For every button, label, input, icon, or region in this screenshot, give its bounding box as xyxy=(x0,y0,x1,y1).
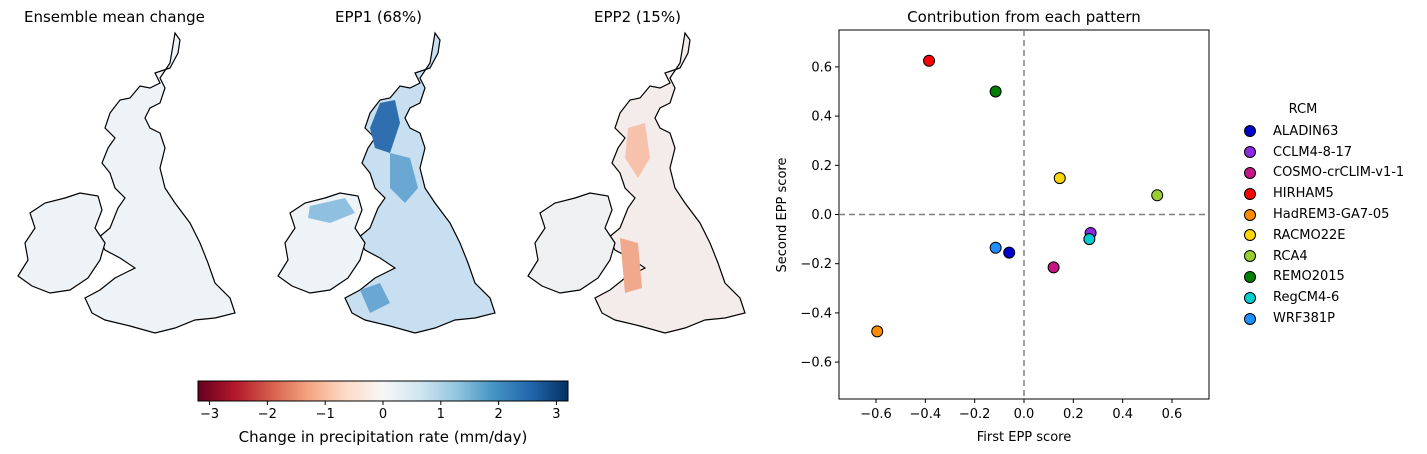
point-remo2015 xyxy=(989,85,1002,98)
legend-marker xyxy=(1244,250,1256,263)
colorbar-tick-label: 1 xyxy=(437,407,445,422)
legend-item: WRF381P xyxy=(1238,308,1404,329)
colorbar-tick-label: −3 xyxy=(200,407,219,422)
legend-marker xyxy=(1244,187,1256,200)
point-aladin63 xyxy=(1003,246,1016,259)
legend-label: CCLM4-8-17 xyxy=(1273,144,1353,160)
x-tick-label: −0.4 xyxy=(910,407,942,422)
legend-item: RegCM4-6 xyxy=(1238,287,1404,308)
legend-label: HIRHAM5 xyxy=(1273,186,1334,202)
x-tick-label: 0.2 xyxy=(1063,407,1084,422)
legend-item: CCLM4-8-17 xyxy=(1238,142,1404,163)
colorbar-tick-label: −1 xyxy=(316,407,335,422)
colorbar-tick-label: −2 xyxy=(258,407,277,422)
y-tick-label: 0.4 xyxy=(811,110,832,125)
legend-item: HadREM3-GA7-05 xyxy=(1238,204,1404,225)
y-tick-label: −0.2 xyxy=(800,257,832,272)
x-tick-label: −0.6 xyxy=(860,407,892,422)
x-axis-label: First EPP score xyxy=(977,430,1071,445)
legend-label: HadREM3-GA7-05 xyxy=(1273,207,1390,223)
map-title-epp1: EPP1 (68%) xyxy=(335,8,422,26)
legend-marker xyxy=(1244,291,1256,304)
colorbar-tick-label: 2 xyxy=(494,407,502,422)
colorbar-tick-label: 3 xyxy=(552,407,560,422)
point-hadrem3-ga7-05 xyxy=(871,325,884,338)
x-tick-label: −0.2 xyxy=(959,407,991,422)
scatter-chart: Contribution from each pattern −0.6 −0.4 −… xyxy=(775,8,1210,445)
legend-marker xyxy=(1244,166,1256,179)
y-tick-label: 0.6 xyxy=(811,60,832,75)
map-title-ensemble-mean: Ensemble mean change xyxy=(24,8,205,26)
legend-marker xyxy=(1244,270,1256,283)
colorbar-label: Change in precipitation rate (mm/day) xyxy=(238,428,528,446)
colorbar: −3 −2 −1 0 1 2 3 xyxy=(197,380,569,422)
colorbar-tick-label: 0 xyxy=(379,407,387,422)
y-tick-label: −0.6 xyxy=(800,356,832,371)
map-ensemble-mean xyxy=(17,31,236,334)
y-tick-label: 0.2 xyxy=(811,159,832,174)
map-epp1 xyxy=(277,31,496,334)
chart-title: Contribution from each pattern xyxy=(907,8,1141,26)
legend: RCM ALADIN63 CCLM4-8-17 COSMO-crCLIM-v1-1 H… xyxy=(1238,102,1404,329)
legend-item: ALADIN63 xyxy=(1238,121,1404,142)
point-cosmo-crclim-v1-1 xyxy=(1047,261,1060,274)
legend-label: RACMO22E xyxy=(1273,227,1346,243)
legend-label: COSMO-crCLIM-v1-1 xyxy=(1273,165,1405,181)
legend-marker xyxy=(1244,208,1256,221)
legend-label: ALADIN63 xyxy=(1273,123,1339,139)
legend-label: REMO2015 xyxy=(1273,269,1345,285)
legend-item: RACMO22E xyxy=(1238,225,1404,246)
legend-label: RCA4 xyxy=(1273,248,1308,264)
legend-title: RCM xyxy=(1288,102,1318,117)
y-axis-label: Second EPP score xyxy=(775,158,790,273)
x-tick-label: 0.4 xyxy=(1112,407,1133,422)
x-tick-label: 0.6 xyxy=(1162,407,1183,422)
map-title-epp2: EPP2 (15%) xyxy=(594,8,681,26)
legend-marker xyxy=(1244,229,1256,242)
legend-item: HIRHAM5 xyxy=(1238,183,1404,204)
legend-label: RegCM4-6 xyxy=(1273,290,1340,306)
legend-item: REMO2015 xyxy=(1238,267,1404,288)
legend-item: RCA4 xyxy=(1238,246,1404,267)
map-epp2 xyxy=(527,31,746,334)
point-wrf381p xyxy=(989,241,1002,254)
x-tick-label: 0.0 xyxy=(1014,407,1035,422)
legend-marker xyxy=(1244,312,1256,325)
ireland-coastline xyxy=(17,192,106,294)
y-tick-label: 0.0 xyxy=(811,208,832,223)
legend-label: WRF381P xyxy=(1273,311,1336,327)
legend-marker xyxy=(1244,125,1256,138)
gb-coastline xyxy=(84,31,236,334)
colorbar-gradient xyxy=(197,380,569,402)
legend-marker xyxy=(1244,146,1256,159)
point-hirham5 xyxy=(923,54,936,67)
point-rca4 xyxy=(1151,189,1164,202)
legend-item: COSMO-crCLIM-v1-1 xyxy=(1238,163,1404,184)
y-tick-label: −0.4 xyxy=(800,306,832,321)
point-regcm4-6 xyxy=(1083,233,1096,246)
point-racmo22e xyxy=(1053,172,1066,185)
